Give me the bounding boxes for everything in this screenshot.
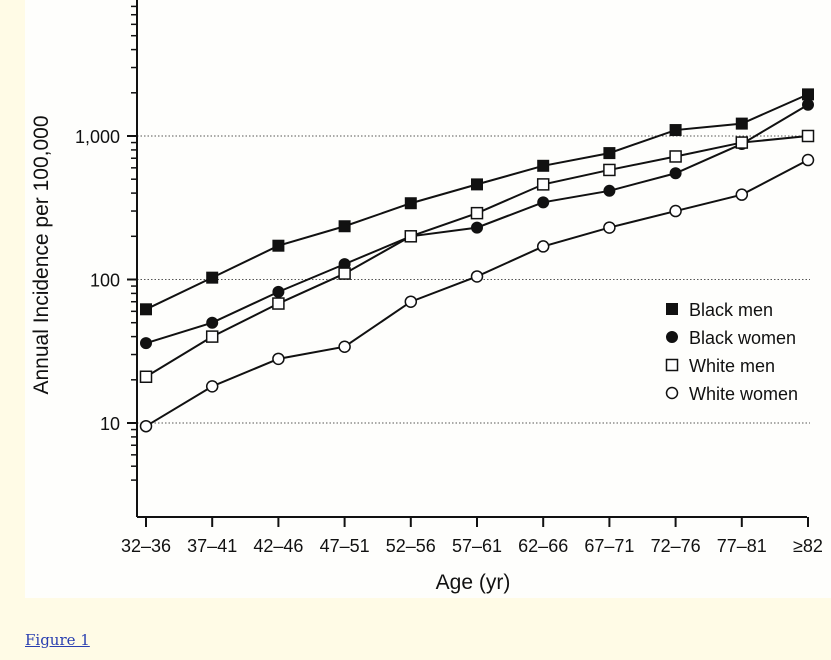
data-point-white-women xyxy=(801,153,815,167)
y-axis-title: Annual Incidence per 100,000 xyxy=(30,115,53,394)
data-point-white-men xyxy=(139,370,153,384)
data-point-white-women xyxy=(338,340,351,353)
data-point-black-men xyxy=(603,147,616,160)
data-point-black-men xyxy=(735,117,748,130)
x-tick-label: 37–41 xyxy=(187,536,237,556)
data-point-black-women xyxy=(140,337,152,350)
data-point-black-women xyxy=(206,316,219,329)
data-point-white-women xyxy=(603,221,616,234)
data-point-white-men xyxy=(272,297,285,310)
data-point-black-men xyxy=(404,197,417,210)
data-point-white-women xyxy=(470,270,484,283)
legend-marker-white-women xyxy=(665,386,679,400)
legend-label-white-men: White men xyxy=(689,356,775,376)
x-tick-label: 52–56 xyxy=(386,536,436,556)
axes: 10 100 1,000 32–36 37–41 42–46 47–51 52–56 57–61… xyxy=(75,0,823,556)
data-point-white-men xyxy=(735,136,749,149)
data-point-black-men xyxy=(338,220,351,233)
data-point-black-men xyxy=(471,178,483,191)
legend-label-black-men: Black men xyxy=(689,300,773,320)
data-point-white-men xyxy=(404,230,418,243)
figure-panel xyxy=(25,0,831,598)
x-tick-label: 57–61 xyxy=(452,536,502,556)
x-tick-label: 77–81 xyxy=(717,536,767,556)
data-point-white-women xyxy=(205,380,219,393)
x-tick-label: 67–71 xyxy=(584,536,634,556)
x-tick-label: 47–51 xyxy=(320,536,370,556)
y-tick-label: 10 xyxy=(100,414,120,434)
y-tick-label: 100 xyxy=(90,271,120,291)
data-point-white-women xyxy=(669,204,682,218)
data-point-white-men xyxy=(603,163,616,177)
figure-1-link[interactable]: Figure 1 xyxy=(25,631,90,649)
legend-marker-white-men xyxy=(665,358,679,372)
legend: Black men Black women White men White women xyxy=(665,300,798,404)
data-point-white-women xyxy=(536,240,550,253)
legend-marker-black-men xyxy=(666,303,678,315)
x-tick-label: 32–36 xyxy=(121,536,171,556)
data-point-black-women xyxy=(272,285,285,298)
x-tick-label: 42–46 xyxy=(253,536,303,556)
series-white-men xyxy=(139,129,815,384)
data-point-white-men xyxy=(801,129,815,143)
x-tick-label: 72–76 xyxy=(651,536,701,556)
x-tick-label: 62–66 xyxy=(518,536,568,556)
data-point-black-women xyxy=(669,167,682,180)
series-white-women xyxy=(139,153,815,433)
y-tick-label: 1,000 xyxy=(75,127,120,147)
data-point-white-men xyxy=(338,267,351,280)
series-group xyxy=(139,88,815,433)
data-point-black-men xyxy=(802,88,814,101)
data-point-black-men xyxy=(272,239,285,252)
data-point-white-women xyxy=(735,188,749,201)
data-point-black-women xyxy=(471,221,483,234)
data-point-white-women xyxy=(272,352,285,366)
data-point-black-women xyxy=(603,184,616,197)
x-tick-label: ≥82 xyxy=(793,536,823,556)
data-point-white-men xyxy=(205,330,219,343)
series-black-men xyxy=(140,88,814,316)
line-chart: 10 100 1,000 32–36 37–41 42–46 47–51 52–56 57–61… xyxy=(30,0,823,594)
data-point-black-men xyxy=(537,159,550,172)
legend-label-black-women: Black women xyxy=(689,328,796,348)
data-point-white-women xyxy=(139,419,153,433)
data-point-white-women xyxy=(404,295,418,308)
legend-marker-black-women xyxy=(666,331,678,343)
data-point-black-men xyxy=(669,124,682,137)
data-point-black-men xyxy=(206,271,219,284)
data-point-white-men xyxy=(470,206,484,220)
data-point-white-men xyxy=(669,150,682,163)
x-axis-title: Age (yr) xyxy=(436,571,511,594)
legend-label-white-women: White women xyxy=(689,384,798,404)
data-point-black-women xyxy=(537,196,550,209)
data-point-black-men xyxy=(140,303,152,316)
data-point-black-women xyxy=(802,98,814,111)
data-point-white-men xyxy=(536,178,550,191)
